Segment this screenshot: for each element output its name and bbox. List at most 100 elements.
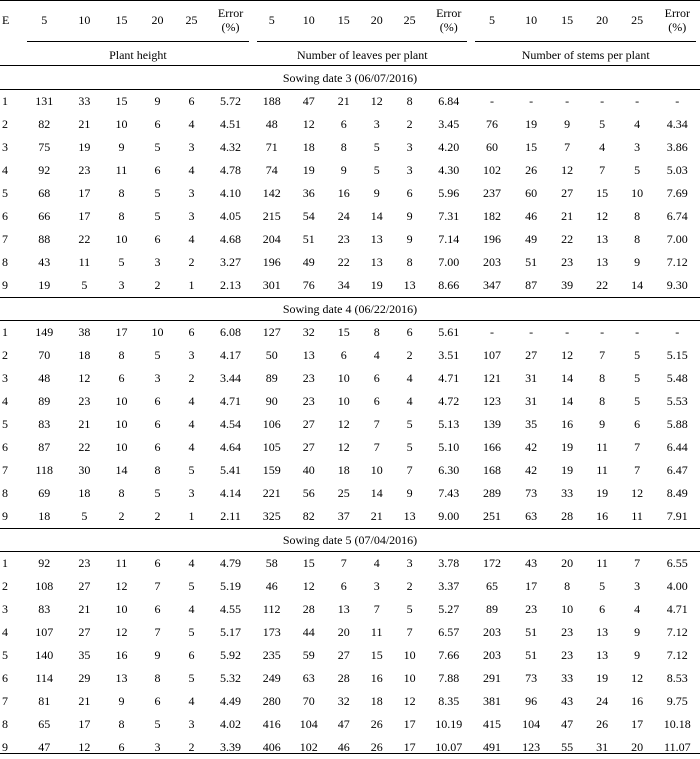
table-cell: 27 [525, 348, 538, 362]
table-cell: 3 [188, 348, 195, 362]
table-cell: 51 [525, 255, 538, 269]
table-cell: 12 [631, 486, 644, 500]
table-cell: 8 [118, 348, 125, 362]
table-cell: 81 [38, 694, 51, 708]
table-cell: 28 [302, 602, 315, 616]
table-cell: 9 [634, 625, 641, 639]
table-cell: 9.00 [438, 509, 460, 523]
table-cell: 168 [482, 463, 501, 477]
table-cell: 5 [81, 278, 88, 292]
table-row: 3 48 12 6 3 2 3.44 89 23 10 6 4 4.71 121 31 14 8 5 5.48 [0, 367, 700, 390]
table-row: 4 107 27 12 7 5 5.17 173 44 20 11 7 6.57 203 51 23 13 9 7.… [0, 621, 700, 644]
header-st-10: 10 [525, 13, 538, 27]
table-cell: 5.41 [220, 463, 242, 477]
table-cell: 5 [634, 348, 641, 362]
table-cell: 6 [154, 394, 161, 408]
table-cell: 23 [337, 232, 350, 246]
table-cell: 5 [599, 579, 606, 593]
table-cell: 27 [337, 648, 350, 662]
table-cell: 289 [482, 486, 501, 500]
table-cell: 9 [406, 232, 413, 246]
row-e-label: 2 [2, 579, 8, 593]
table-cell: 5 [373, 163, 380, 177]
table-cell: 237 [482, 186, 501, 200]
table-cell: 26 [370, 717, 383, 731]
table-cell: 9 [634, 648, 641, 662]
table-cell: 17 [631, 717, 644, 731]
table-cell: 13 [596, 625, 609, 639]
table-cell: 139 [482, 417, 501, 431]
error-unit: (%) [439, 20, 458, 34]
section-title: Sowing date 4 (06/22/2016) [0, 297, 700, 321]
table-cell: 16 [115, 648, 128, 662]
row-e-label: 2 [2, 348, 8, 362]
table-cell: 381 [482, 694, 501, 708]
table-cell: 19 [561, 440, 574, 454]
table-cell: 15 [525, 140, 538, 154]
table-cell: 92 [38, 556, 51, 570]
header-rule [0, 65, 700, 67]
row-e-label: 1 [2, 556, 8, 570]
table-cell: 10 [115, 417, 128, 431]
table-cell: 33 [78, 94, 91, 108]
group-stems-per-plant: Number of stems per plant [471, 39, 700, 66]
table-cell: 59 [302, 648, 315, 662]
table-cell: 9 [118, 140, 125, 154]
table-cell: 32 [337, 694, 350, 708]
table-cell: 166 [482, 440, 501, 454]
table-cell: 5.48 [666, 371, 688, 385]
table-cell: 17 [78, 186, 91, 200]
table-cell: 8 [373, 325, 380, 339]
table-cell: 19 [38, 278, 51, 292]
table-cell: 14 [370, 486, 383, 500]
table-cell: 49 [302, 255, 315, 269]
table-cell: 7.88 [438, 671, 460, 685]
table-cell: 5 [188, 579, 195, 593]
table-cell: 65 [485, 579, 498, 593]
group-leaves-per-plant: Number of leaves per plant [253, 39, 471, 66]
table-cell: 4.51 [220, 117, 242, 131]
table-cell: 108 [35, 579, 54, 593]
table-cell: 12 [596, 209, 609, 223]
table-cell: 7.91 [666, 509, 688, 523]
table-cell: 3 [634, 140, 641, 154]
table-cell: 105 [262, 440, 281, 454]
table-row: 1 92 23 11 6 4 4.79 58 15 7 4 3 3.78 172 43 20 11 7 6.55 [0, 552, 700, 576]
table-cell: 9.75 [666, 694, 688, 708]
table-cell: 8 [340, 140, 347, 154]
table-cell: 215 [262, 209, 281, 223]
table-cell: 11 [115, 556, 128, 570]
table-cell: 19 [561, 463, 574, 477]
table-row: 5 68 17 8 5 3 4.10 142 36 16 9 6 5.96 237 60 27 15 10 7.69 [0, 182, 700, 205]
table-cell: 4 [188, 440, 195, 454]
table-cell: 13 [596, 232, 609, 246]
table-cell: 7 [373, 602, 380, 616]
table-cell: 3.45 [438, 117, 460, 131]
table-cell: 159 [262, 463, 281, 477]
table-cell: 7 [406, 625, 413, 639]
header-lv-25: 25 [403, 13, 416, 27]
table-row: 7 118 30 14 8 5 5.41 159 40 18 10 7 6.30 168 42 19 11 7 6.… [0, 459, 700, 482]
table-cell: - [529, 94, 534, 108]
table-cell: 4.71 [438, 371, 460, 385]
table-cell: 8.53 [666, 671, 688, 685]
table-cell: 6 [154, 556, 161, 570]
table-cell: 50 [265, 348, 278, 362]
table-cell: 7 [340, 556, 347, 570]
row-e-label: 7 [2, 694, 8, 708]
table-cell: 5.61 [438, 325, 460, 339]
table-cell: 4 [188, 694, 195, 708]
table-cell: 20 [631, 740, 644, 754]
table-cell: 5 [188, 671, 195, 685]
table-cell: 47 [561, 717, 574, 731]
table-cell: 4 [634, 117, 641, 131]
table-cell: 4 [188, 117, 195, 131]
header-st-20: 20 [596, 13, 609, 27]
table-cell: 2 [118, 509, 125, 523]
table-cell: 12 [337, 440, 350, 454]
table-cell: 2 [188, 255, 195, 269]
table-cell: 5 [373, 140, 380, 154]
table-cell: 10 [337, 394, 350, 408]
